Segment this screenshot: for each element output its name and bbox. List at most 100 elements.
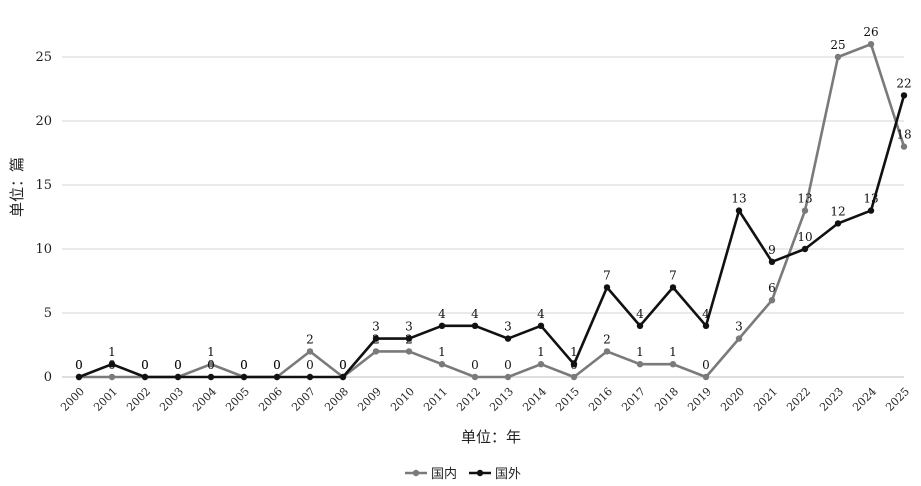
x-tick-label: 2025 (883, 385, 912, 414)
legend-entry-label: 国外 (495, 467, 521, 482)
x-tick-label: 2024 (850, 385, 879, 414)
series-1-point (801, 245, 809, 253)
series-0-point (504, 373, 512, 381)
legend-swatch-marker (476, 469, 484, 477)
x-tick-label: 2002 (124, 385, 153, 414)
series-0-point (900, 143, 908, 150)
x-tick-label: 2005 (223, 385, 252, 414)
legend: 国内 国外 (405, 466, 521, 482)
y-axis-title: 单位：篇 (8, 157, 26, 217)
x-tick-label: 2016 (586, 385, 615, 414)
series-line-0 (79, 42, 906, 379)
data-label: 13 (797, 192, 812, 206)
data-label: 2 (405, 332, 413, 346)
data-label: 0 (339, 358, 347, 372)
x-tick-label: 2012 (454, 385, 483, 414)
data-label: 0 (306, 358, 314, 372)
x-tick-label: 2008 (322, 385, 351, 414)
data-label: 25 (830, 38, 845, 52)
x-tick-label: 2009 (355, 385, 384, 414)
series-1-point (405, 335, 413, 342)
series-1-point (834, 220, 842, 227)
data-label: 26 (863, 25, 878, 39)
data-label: 13 (863, 192, 878, 206)
legend-swatch-marker (412, 469, 420, 477)
series-1-point (537, 322, 545, 329)
data-label: 0 (174, 358, 182, 372)
data-label: 4 (636, 307, 644, 321)
data-label: 2 (372, 332, 380, 346)
series-1-point (339, 373, 347, 381)
x-tick-label: 2011 (421, 385, 450, 414)
series-1-point (735, 207, 743, 214)
x-tick-label: 2004 (190, 385, 219, 414)
y-tick-label: 20 (35, 114, 52, 129)
data-label: 4 (537, 307, 545, 321)
series-1-point (174, 373, 182, 381)
series-1-point (570, 361, 578, 368)
series-1-point (768, 258, 776, 265)
y-tick-label: 25 (35, 50, 52, 65)
data-label: 0 (75, 358, 83, 372)
data-label: 0 (174, 358, 182, 372)
x-tick-label: 2000 (58, 385, 87, 414)
data-label: 18 (896, 128, 911, 142)
data-label: 1 (636, 345, 644, 359)
series-1-point (504, 335, 512, 342)
series-line-1 (78, 95, 906, 379)
x-tick-label: 2020 (718, 385, 747, 414)
data-label: 0 (702, 358, 710, 372)
series-0-point (537, 361, 545, 368)
x-tick-label: 2013 (487, 385, 516, 414)
series-1-point (603, 284, 611, 291)
data-label: 3 (405, 320, 413, 334)
x-tick-label: 2017 (619, 385, 648, 414)
series-0-point (636, 361, 644, 368)
series-1-point (636, 322, 644, 329)
series-1-point (108, 361, 116, 368)
data-label: 7 (603, 268, 611, 282)
data-label: 3 (372, 320, 380, 334)
data-label: 1 (438, 345, 446, 359)
data-label: 1 (537, 345, 545, 359)
data-label: 0 (570, 358, 578, 372)
series-0-point (207, 361, 215, 368)
series-1-point (372, 335, 380, 342)
data-label: 2 (603, 332, 611, 346)
series-0-point (570, 373, 578, 381)
x-tick-label: 2003 (157, 385, 186, 414)
series-1-point (306, 373, 314, 381)
data-label: 6 (768, 281, 776, 295)
data-label: 0 (273, 358, 281, 372)
legend-entry-label: 国内 (431, 466, 457, 482)
data-label: 1 (207, 345, 215, 359)
series-0-point (306, 348, 314, 355)
data-label: 0 (75, 358, 83, 372)
x-tick-label: 2019 (685, 385, 714, 414)
data-label: 0 (339, 358, 347, 372)
series-0-point (438, 361, 446, 368)
y-tick-label: 15 (35, 178, 52, 193)
data-label: 0 (141, 358, 149, 372)
series-1-point (471, 322, 479, 329)
series-1-point (240, 373, 248, 381)
series-0-point (768, 297, 776, 304)
data-label: 0 (207, 358, 215, 372)
data-label: 10 (797, 230, 812, 244)
x-tick-label: 2014 (520, 385, 549, 414)
x-tick-label: 2022 (784, 385, 813, 414)
data-label: 0 (108, 358, 116, 372)
x-tick-label: 2007 (289, 385, 318, 414)
x-tick-label: 2015 (553, 385, 582, 414)
series-0-point (867, 41, 875, 48)
series-0-point (603, 348, 611, 355)
series-1-point (273, 373, 281, 381)
x-tick-label: 2006 (256, 385, 285, 414)
data-label: 2 (306, 332, 314, 346)
series-1-point (207, 373, 215, 381)
x-axis-ticks: 2000 2001 2002 2003 2004 2005 2006 2007 2008 2009… (58, 385, 912, 414)
series-1-point (669, 284, 677, 291)
data-label: 0 (504, 358, 512, 372)
y-tick-label: 0 (44, 370, 52, 385)
